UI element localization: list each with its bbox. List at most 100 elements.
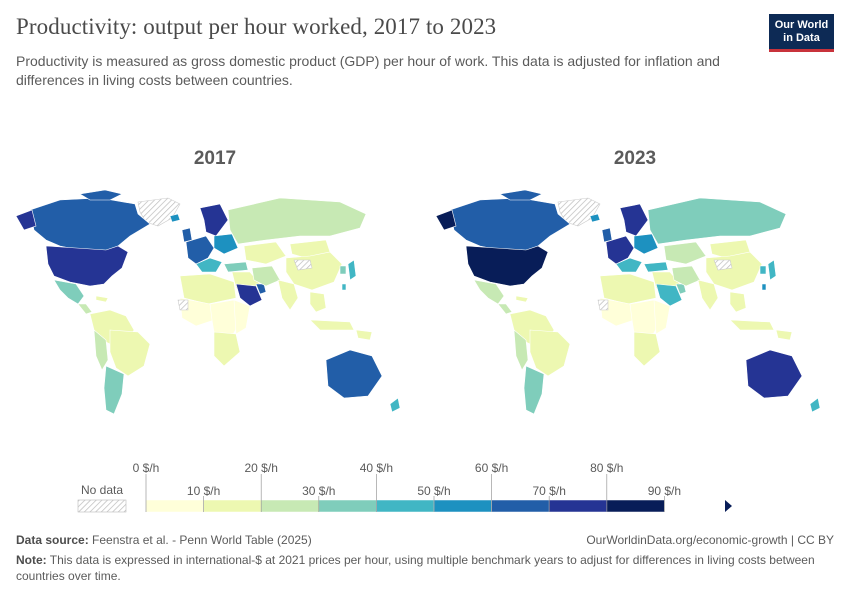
legend-upper-label: 0 $/h	[133, 461, 160, 475]
region-indonesia[interactable]	[309, 319, 355, 331]
region-central-asia[interactable]	[243, 241, 287, 265]
region-central-china-no-data[interactable]	[293, 259, 313, 271]
region-iceland[interactable]	[169, 213, 181, 223]
region-saudi-arabia[interactable]	[235, 283, 263, 307]
region-east-africa[interactable]	[653, 299, 671, 335]
region-papua[interactable]	[355, 329, 373, 341]
region-taiwan[interactable]	[341, 283, 347, 291]
region-japan[interactable]	[767, 259, 777, 281]
legend-bin[interactable]	[433, 499, 492, 513]
region-southern-africa[interactable]	[633, 331, 661, 367]
region-uk[interactable]	[601, 227, 613, 243]
data-source: Data source: Feenstra et al. - Penn Worl…	[16, 532, 312, 548]
region-north-africa[interactable]	[599, 273, 657, 305]
region-north-africa[interactable]	[179, 273, 237, 305]
region-indonesia[interactable]	[729, 319, 775, 331]
legend-bin[interactable]	[260, 499, 320, 513]
region-east-africa[interactable]	[233, 299, 251, 335]
region-greenland[interactable]	[557, 197, 601, 227]
legend-bin[interactable]	[318, 499, 377, 513]
data-source-text[interactable]: Feenstra et al. - Penn World Table (2025…	[92, 533, 312, 547]
region-arctic-islands[interactable]	[79, 189, 123, 201]
region-usa[interactable]	[45, 245, 129, 287]
region-west-africa[interactable]	[179, 297, 215, 327]
region-argentina[interactable]	[103, 365, 125, 415]
region-caribbean[interactable]	[515, 295, 529, 303]
region-india[interactable]	[277, 279, 299, 311]
region-scandinavia[interactable]	[199, 203, 229, 237]
legend-bin[interactable]	[606, 499, 665, 513]
map-year-label: 2023	[613, 148, 657, 169]
region-central-america[interactable]	[497, 303, 513, 315]
region-saudi-arabia[interactable]	[655, 283, 683, 307]
region-australia[interactable]	[745, 349, 803, 399]
region-iceland[interactable]	[589, 213, 601, 223]
region-eastern-europe[interactable]	[633, 233, 659, 255]
region-alaska[interactable]	[435, 209, 457, 231]
owid-logo[interactable]: Our World in Data	[769, 14, 834, 52]
region-southern-africa[interactable]	[213, 331, 241, 367]
region-eastern-europe[interactable]	[213, 233, 239, 255]
region-central-asia[interactable]	[663, 241, 707, 265]
legend-bin[interactable]	[491, 499, 550, 513]
region-southeast-asia[interactable]	[309, 291, 327, 313]
legend-bin[interactable]	[203, 499, 262, 513]
legend-upper-label: 80 $/h	[590, 461, 623, 475]
region-central-china-no-data[interactable]	[713, 259, 733, 271]
region-uk[interactable]	[181, 227, 193, 243]
region-brazil[interactable]	[529, 329, 571, 377]
region-southeast-asia[interactable]	[729, 291, 747, 313]
region-turkey[interactable]	[643, 261, 669, 273]
region-andes[interactable]	[93, 329, 109, 371]
legend-bin[interactable]	[548, 499, 608, 513]
legend-upper-label: 60 $/h	[475, 461, 508, 475]
region-greenland[interactable]	[137, 197, 181, 227]
map-year-label: 2017	[193, 148, 237, 169]
region-russia[interactable]	[647, 197, 787, 245]
region-scandinavia[interactable]	[619, 203, 649, 237]
region-iran[interactable]	[251, 265, 281, 287]
region-southern-europe[interactable]	[615, 257, 643, 273]
region-usa[interactable]	[465, 245, 549, 287]
legend-upper-label: 20 $/h	[245, 461, 278, 475]
world-map-2023[interactable]	[430, 180, 840, 420]
region-caribbean[interactable]	[95, 295, 109, 303]
region-canada[interactable]	[449, 197, 571, 253]
region-andes[interactable]	[513, 329, 529, 371]
region-japan[interactable]	[347, 259, 357, 281]
world-map-2017[interactable]	[10, 180, 420, 420]
legend-lower-label: 30 $/h	[302, 484, 335, 498]
region-china[interactable]	[705, 251, 763, 291]
region-korea[interactable]	[339, 265, 347, 275]
region-papua[interactable]	[775, 329, 793, 341]
region-southern-europe[interactable]	[195, 257, 223, 273]
legend-no-data-swatch	[77, 499, 127, 513]
region-alaska[interactable]	[15, 209, 37, 231]
region-iran[interactable]	[671, 265, 701, 287]
region-australia[interactable]	[325, 349, 383, 399]
region-turkey[interactable]	[223, 261, 249, 273]
region-argentina[interactable]	[523, 365, 545, 415]
region-western-europe[interactable]	[605, 235, 635, 265]
chart-title: Productivity: output per hour worked, 20…	[16, 14, 497, 39]
footer-note: Note: This data is expressed in internat…	[16, 552, 834, 584]
region-new-zealand[interactable]	[389, 397, 401, 413]
footer-link[interactable]: OurWorldinData.org/economic-growth | CC …	[586, 533, 834, 547]
region-china[interactable]	[285, 251, 343, 291]
region-canada[interactable]	[29, 197, 151, 253]
region-arctic-islands[interactable]	[499, 189, 543, 201]
legend-lower-label: 90 $/h	[648, 484, 681, 498]
region-libya-no-data[interactable]	[177, 299, 189, 311]
region-new-zealand[interactable]	[809, 397, 821, 413]
region-korea[interactable]	[759, 265, 767, 275]
region-india[interactable]	[697, 279, 719, 311]
region-brazil[interactable]	[109, 329, 151, 377]
legend-bin[interactable]	[376, 499, 435, 513]
region-central-america[interactable]	[77, 303, 93, 315]
region-russia[interactable]	[227, 197, 367, 245]
region-west-africa[interactable]	[599, 297, 635, 327]
legend-bin[interactable]	[145, 499, 204, 513]
region-taiwan[interactable]	[761, 283, 767, 291]
region-western-europe[interactable]	[185, 235, 215, 265]
region-libya-no-data[interactable]	[597, 299, 609, 311]
